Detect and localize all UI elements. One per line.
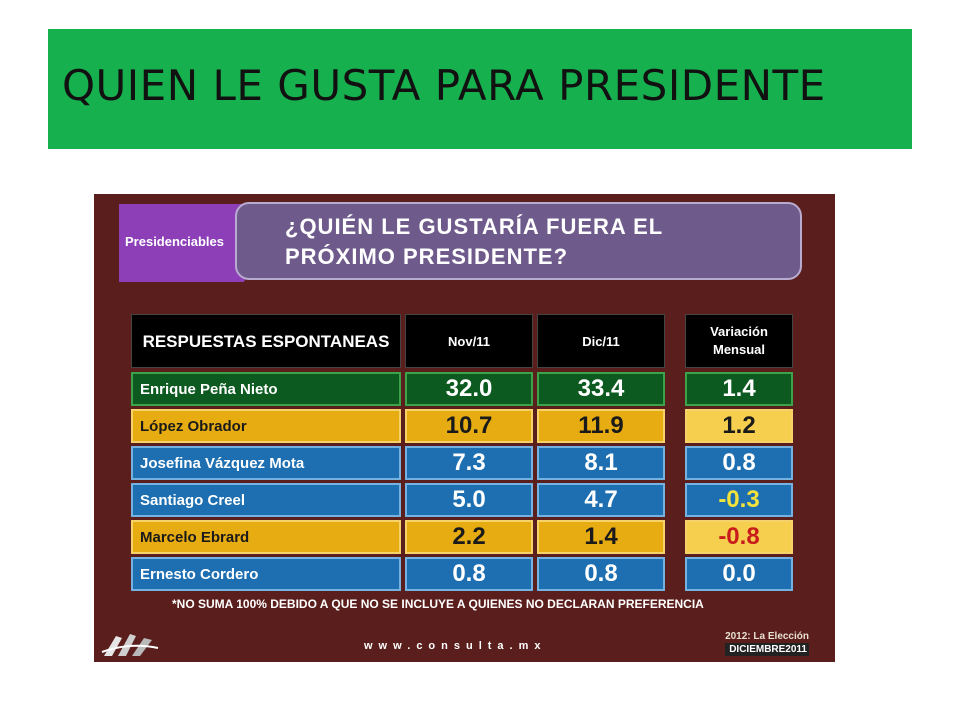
variation-value: 1.2	[685, 409, 793, 443]
variation-value: 0.0	[685, 557, 793, 591]
candidate-name: Josefina Vázquez Mota	[131, 446, 401, 480]
variation-value: 1.4	[685, 372, 793, 406]
dic-value: 1.4	[537, 520, 665, 554]
variation-value: -0.3	[685, 483, 793, 517]
candidate-name: Ernesto Cordero	[131, 557, 401, 591]
table-row: López Obrador 10.7 11.9 1.2	[131, 409, 795, 443]
nov-value: 10.7	[405, 409, 533, 443]
variation-value: 0.8	[685, 446, 793, 480]
brand-line2: DICIEMBRE2011	[725, 643, 809, 656]
website-url: www.consulta.mx	[364, 640, 547, 652]
header-responses: RESPUESTAS ESPONTANEAS	[131, 314, 401, 368]
nov-value: 5.0	[405, 483, 533, 517]
consulta-logo-icon	[101, 634, 159, 656]
nov-value: 0.8	[405, 557, 533, 591]
candidate-name: Enrique Peña Nieto	[131, 372, 401, 406]
table-row: Santiago Creel 5.0 4.7 -0.3	[131, 483, 795, 517]
tab-label: Presidenciables	[125, 234, 224, 249]
table-row: Josefina Vázquez Mota 7.3 8.1 0.8	[131, 446, 795, 480]
header-nov: Nov/11	[405, 314, 533, 368]
table-row: Marcelo Ebrard 2.2 1.4 -0.8	[131, 520, 795, 554]
title-banner: QUIEN LE GUSTA PARA PRESIDENTE	[48, 29, 912, 149]
nov-value: 2.2	[405, 520, 533, 554]
footnote: *NO SUMA 100% DEBIDO A QUE NO SE INCLUYE…	[172, 597, 704, 611]
question-banner: ¿QUIÉN LE GUSTARÍA FUERA EL PRÓXIMO PRES…	[235, 202, 802, 280]
slide-title: QUIEN LE GUSTA PARA PRESIDENTE	[62, 61, 826, 110]
table-row: Enrique Peña Nieto 32.0 33.4 1.4	[131, 372, 795, 406]
nov-value: 32.0	[405, 372, 533, 406]
dic-value: 0.8	[537, 557, 665, 591]
variation-value: -0.8	[685, 520, 793, 554]
candidate-name: Marcelo Ebrard	[131, 520, 401, 554]
dic-value: 4.7	[537, 483, 665, 517]
question-text: ¿QUIÉN LE GUSTARÍA FUERA EL PRÓXIMO PRES…	[285, 214, 663, 269]
brand-line1: 2012: La Elección	[725, 631, 809, 642]
brand-block: 2012: La Elección DICIEMBRE2011	[725, 630, 809, 656]
dic-value: 11.9	[537, 409, 665, 443]
dic-value: 33.4	[537, 372, 665, 406]
dic-value: 8.1	[537, 446, 665, 480]
table-row: Ernesto Cordero 0.8 0.8 0.0	[131, 557, 795, 591]
nov-value: 7.3	[405, 446, 533, 480]
candidate-name: López Obrador	[131, 409, 401, 443]
header-dic: Dic/11	[537, 314, 665, 368]
poll-slide: Presidenciables ¿QUIÉN LE GUSTARÍA FUERA…	[94, 194, 835, 662]
candidate-name: Santiago Creel	[131, 483, 401, 517]
header-variation: Variación Mensual	[685, 314, 793, 368]
